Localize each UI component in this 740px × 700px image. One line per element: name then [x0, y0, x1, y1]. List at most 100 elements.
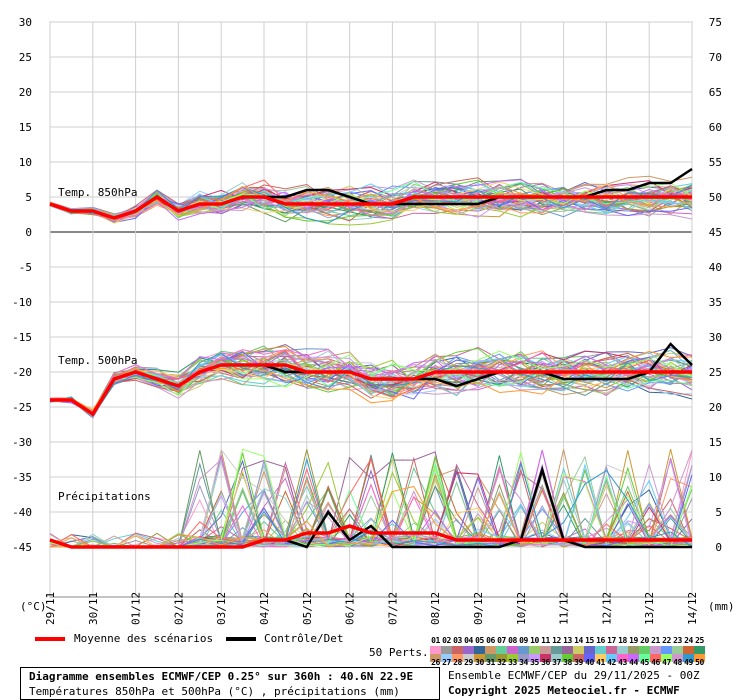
- x-tick-label: 12/12: [600, 592, 613, 625]
- left-tick-label: -15: [12, 331, 32, 344]
- member-number: 41: [596, 658, 605, 667]
- member-color-swatch: [562, 646, 573, 654]
- member-color-swatch: [606, 654, 617, 662]
- label-t500: Temp. 500hPa: [58, 354, 137, 367]
- x-tick-label: 09/12: [472, 592, 485, 625]
- right-tick-label: 30: [709, 331, 722, 344]
- member-number: 44: [629, 658, 638, 667]
- member-number: 36: [541, 658, 550, 667]
- x-tick-label: 13/12: [643, 592, 656, 625]
- member-color-swatch: [595, 646, 606, 654]
- member-color-swatch: [694, 646, 705, 654]
- member-color-swatch: [672, 654, 683, 662]
- member-number: 13: [563, 636, 572, 645]
- member-number: 46: [651, 658, 660, 667]
- member-number: 34: [519, 658, 528, 667]
- member-color-swatch: [551, 654, 562, 662]
- member-color-swatch: [573, 654, 584, 662]
- member-color-swatch: [463, 654, 474, 662]
- member-number: 01: [431, 636, 440, 645]
- left-axis-unit: (°C): [20, 600, 47, 613]
- x-tick-label: 08/12: [429, 592, 442, 625]
- member-color-swatch: [430, 654, 441, 662]
- footer-left-box: Diagramme ensembles ECMWF/CEP 0.25° sur …: [20, 667, 440, 700]
- member-number: 47: [662, 658, 671, 667]
- member-line-t850: [49, 179, 693, 221]
- right-tick-label: 40: [709, 261, 722, 274]
- member-line-t850: [49, 183, 693, 219]
- member-number: 19: [629, 636, 638, 645]
- right-tick-label: 50: [709, 191, 722, 204]
- footer-run: Ensemble ECMWF/CEP du 29/11/2025 - 00Z: [448, 669, 700, 682]
- member-color-swatch: [529, 646, 540, 654]
- member-number: 14: [574, 636, 583, 645]
- right-tick-label: 45: [709, 226, 722, 239]
- right-tick-label: 75: [709, 16, 722, 29]
- label-precip: Précipitations: [58, 490, 151, 503]
- member-color-swatch: [628, 646, 639, 654]
- footer-title: Diagramme ensembles ECMWF/CEP 0.25° sur …: [29, 670, 414, 683]
- mean-line-t850: [49, 194, 692, 220]
- member-color-swatch: [584, 646, 595, 654]
- right-tick-label: 25: [709, 366, 722, 379]
- member-color-swatch: [683, 654, 694, 662]
- member-number: 15: [585, 636, 594, 645]
- x-tick-label: 06/12: [344, 592, 357, 625]
- member-color-swatch: [573, 646, 584, 654]
- member-color-swatch: [595, 654, 606, 662]
- member-color-swatch: [485, 654, 496, 662]
- member-color-swatch: [540, 654, 551, 662]
- member-line-t850: [49, 184, 693, 224]
- right-tick-label: 35: [709, 296, 722, 309]
- x-axis-ticks: 29/11 30/11 01/12 02/12 03/12 04/12 05/12 06/12…: [44, 592, 699, 625]
- member-number: 07: [497, 636, 506, 645]
- x-tick-label: 10/12: [515, 592, 528, 625]
- left-tick-label: 30: [19, 16, 32, 29]
- x-tick-label: 29/11: [44, 592, 57, 625]
- member-number: 38: [563, 658, 572, 667]
- member-number: 22: [662, 636, 671, 645]
- member-color-swatch: [474, 646, 485, 654]
- member-number: 24: [684, 636, 693, 645]
- legend-mean-line: [35, 637, 65, 641]
- x-tick-label: 07/12: [386, 592, 399, 625]
- member-line-t500: [49, 350, 693, 417]
- x-tick-label: 04/12: [258, 592, 271, 625]
- member-number: 45: [640, 658, 649, 667]
- member-number: 11: [541, 636, 550, 645]
- left-tick-label: -35: [12, 471, 32, 484]
- member-number: 23: [673, 636, 682, 645]
- member-color-swatch: [441, 654, 452, 662]
- member-color-swatch: [496, 646, 507, 654]
- main-series: [49, 167, 693, 549]
- legend-control-line: [226, 637, 256, 641]
- member-number: 32: [497, 658, 506, 667]
- member-number: 17: [607, 636, 616, 645]
- member-line-t500: [49, 352, 693, 415]
- right-tick-label: 5: [715, 506, 722, 519]
- member-number: 28: [453, 658, 462, 667]
- member-line-t500: [49, 351, 693, 415]
- member-color-swatch: [694, 654, 705, 662]
- member-line-t500: [49, 358, 693, 418]
- right-tick-label: 65: [709, 86, 722, 99]
- right-tick-label: 20: [709, 401, 722, 414]
- footer-subtitle: Températures 850hPa et 500hPa (°C) , pré…: [29, 685, 400, 698]
- x-tick-label: 14/12: [686, 592, 699, 625]
- chart-grid: [49, 21, 693, 598]
- member-number: 39: [574, 658, 583, 667]
- member-color-swatch: [540, 646, 551, 654]
- member-number: 06: [486, 636, 495, 645]
- left-tick-label: -30: [12, 436, 32, 449]
- right-tick-label: 10: [709, 471, 722, 484]
- left-tick-label: -40: [12, 506, 32, 519]
- x-tick-label: 11/12: [558, 592, 571, 625]
- right-tick-label: 0: [715, 541, 722, 554]
- member-number: 03: [453, 636, 462, 645]
- member-color-swatch: [496, 654, 507, 662]
- member-color-swatch: [452, 654, 463, 662]
- mean-line-precip_mm: [49, 524, 692, 549]
- left-axis-ticks: 30 25 20 15 10 5 0 -5 -10 -15 -20 -25 -30 -35 -40 -45: [12, 16, 32, 554]
